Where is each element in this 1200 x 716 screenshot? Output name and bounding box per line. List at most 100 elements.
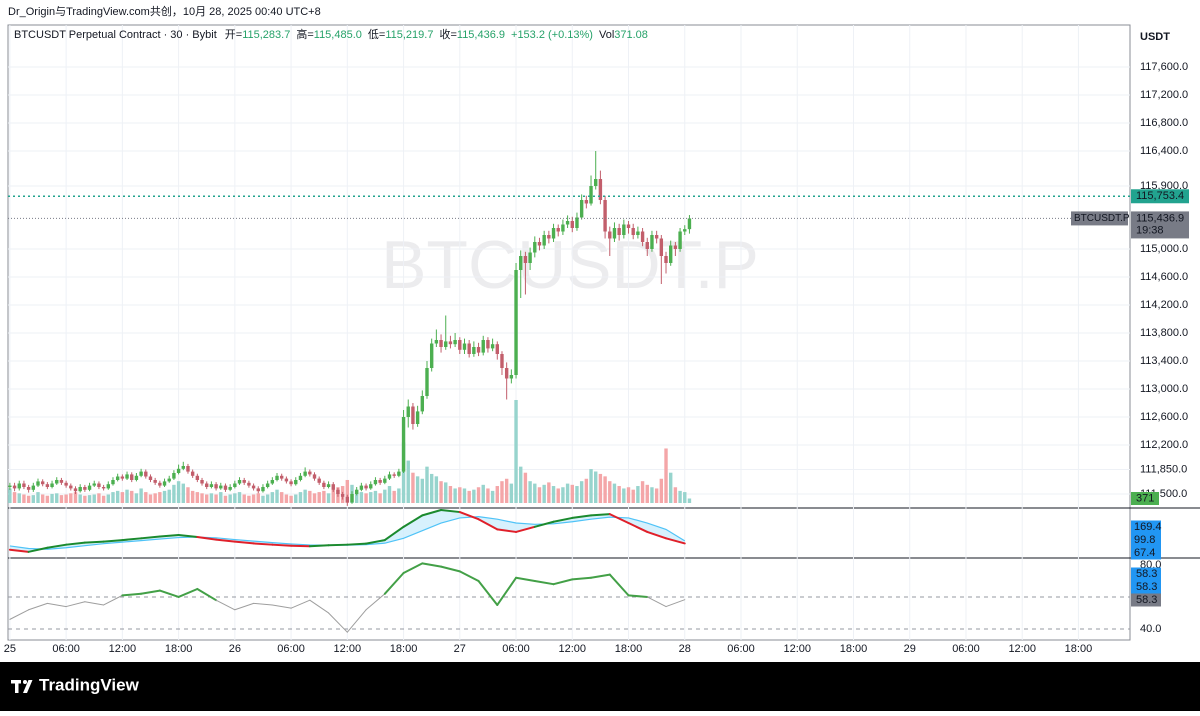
volume-bar — [678, 490, 682, 503]
candle-body — [556, 228, 560, 232]
candle-body — [612, 228, 617, 239]
candle-body — [650, 235, 654, 249]
volume-bar — [120, 492, 125, 503]
volume-bar — [584, 478, 589, 503]
volume-bar — [683, 492, 687, 503]
candle-body — [162, 481, 167, 486]
volume-bar — [561, 487, 565, 503]
candle-body — [425, 368, 429, 396]
volume-bar — [317, 492, 321, 503]
volume-bar — [411, 472, 415, 503]
candle-body — [608, 231, 612, 239]
volume-bar — [111, 492, 115, 503]
candle-body — [669, 245, 673, 263]
x-tick-label: 26 — [229, 643, 241, 655]
rsi-badge — [1131, 567, 1161, 581]
volume-bar — [331, 489, 335, 503]
volume-bar — [626, 487, 631, 503]
candle-body — [603, 200, 607, 232]
indicator-line — [158, 534, 180, 538]
volume-bar — [17, 493, 21, 503]
volume-bar — [612, 483, 617, 503]
candle-body — [350, 494, 354, 503]
volume-bar — [134, 493, 139, 503]
volume-bar — [64, 494, 68, 503]
rsi-line — [9, 609, 30, 620]
candle-body — [369, 484, 373, 489]
rsi-label: 58.3 — [1136, 581, 1157, 593]
volume-bar — [195, 492, 200, 503]
candle-body — [237, 480, 242, 484]
rsi-line — [65, 601, 86, 608]
indicator-label: 169.4 — [1134, 521, 1162, 533]
volume-bar — [589, 469, 593, 503]
volume-bar — [233, 493, 237, 503]
volume-bar — [148, 494, 153, 503]
volume-bar — [425, 466, 429, 503]
candle-body — [561, 224, 565, 232]
volume-bar — [26, 495, 31, 503]
marker-label: 115,753.4 — [1136, 190, 1184, 202]
price-badge — [1131, 211, 1189, 239]
candle-body — [415, 411, 420, 424]
axis-unit: USDT — [1140, 31, 1170, 43]
rsi-line — [552, 578, 574, 586]
volume-label: 371 — [1136, 492, 1154, 504]
candle-body — [579, 200, 584, 218]
volume-bar — [36, 492, 40, 503]
indicator-line — [196, 536, 218, 541]
volume-bar — [205, 494, 209, 503]
indicator-line — [121, 537, 143, 542]
candle-body — [594, 179, 598, 186]
rsi-badge — [1131, 593, 1161, 607]
volume-bar — [298, 492, 303, 503]
volume-bar — [92, 494, 96, 503]
brand-logo — [11, 680, 33, 693]
candle-body — [265, 483, 270, 487]
symbol-badge — [1071, 211, 1128, 226]
volume-bar — [303, 489, 307, 503]
candle-body — [111, 480, 115, 485]
candle-body — [209, 484, 214, 487]
volume-bar — [78, 494, 82, 503]
indicator-line — [233, 540, 255, 545]
volume-bar — [312, 493, 317, 503]
volume-bar — [242, 494, 246, 503]
attribution: Dr_Origin与TradingView.com共创，10月 28, 2025… — [8, 5, 321, 18]
candle-body — [284, 478, 289, 482]
rsi-line — [533, 579, 555, 586]
candle-body — [622, 224, 626, 235]
volume-bar — [415, 476, 420, 503]
candle-body — [387, 474, 392, 479]
countdown: 19:38 — [1136, 224, 1164, 236]
volume-bar — [617, 486, 621, 503]
candle-body — [261, 487, 265, 492]
candle-body — [153, 480, 157, 483]
legend-volume-name: Vol — [599, 29, 614, 41]
volume-bar — [673, 487, 678, 503]
volume-bar — [130, 490, 134, 503]
indicator-line — [140, 535, 161, 540]
candle-body — [481, 340, 485, 353]
volume-bar — [373, 490, 378, 503]
volume-bar — [265, 494, 270, 503]
candle-body — [50, 483, 54, 487]
volume-bar — [378, 493, 382, 503]
legend-value: 115,436.9 — [457, 29, 505, 41]
x-tick-label: 12:00 — [109, 643, 137, 655]
volume-bar — [162, 490, 167, 503]
volume-bar — [528, 481, 532, 503]
candle-body — [458, 340, 462, 350]
indicator-line — [308, 544, 330, 548]
volume-bar — [542, 484, 546, 503]
candle-body — [687, 218, 692, 230]
candle-body — [673, 245, 678, 249]
x-tick-label: 06:00 — [52, 643, 80, 655]
rsi-badge — [1131, 580, 1161, 594]
x-tick-label: 18:00 — [165, 643, 193, 655]
candle-body — [500, 354, 504, 368]
indicator-line — [327, 543, 349, 547]
volume-bar — [247, 495, 251, 503]
volume-bar — [669, 472, 673, 503]
